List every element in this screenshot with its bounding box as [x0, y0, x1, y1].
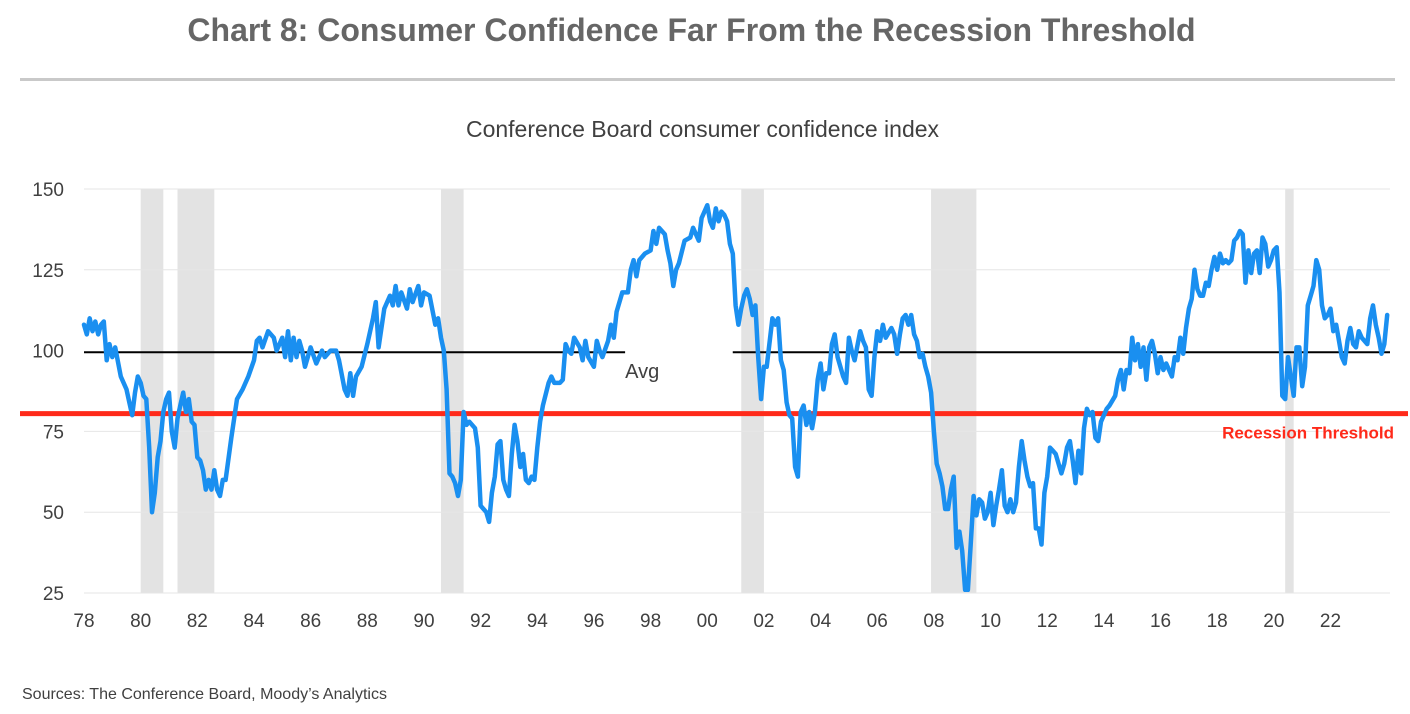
- x-tick-label: 14: [1093, 611, 1115, 632]
- chart-title: Chart 8: Consumer Confidence Far From th…: [187, 12, 1196, 48]
- average-label-gap: [625, 349, 733, 356]
- x-tick-label: 80: [130, 611, 151, 632]
- recession-bands: [140, 189, 1294, 593]
- y-axis-tick-labels: 25 50 75 100 125 150: [32, 180, 64, 605]
- x-tick-label: 92: [470, 611, 491, 632]
- y-tick-label: 150: [32, 180, 64, 201]
- x-tick-label: 12: [1037, 611, 1058, 632]
- y-tick-label: 50: [43, 503, 64, 524]
- x-tick-label: 20: [1263, 611, 1284, 632]
- source-note: Sources: The Conference Board, Moody’s A…: [22, 686, 387, 703]
- average-label: Avg: [625, 361, 659, 383]
- x-tick-label: 16: [1150, 611, 1171, 632]
- x-tick-label: 18: [1207, 611, 1228, 632]
- y-tick-label: 125: [32, 261, 64, 282]
- x-tick-label: 84: [243, 611, 265, 632]
- x-tick-label: 04: [810, 611, 832, 632]
- x-tick-label: 88: [357, 611, 378, 632]
- series-line-consumer-confidence: [81, 202, 1390, 593]
- y-tick-label: 100: [32, 342, 64, 363]
- recession-threshold-label: Recession Threshold: [1222, 424, 1394, 443]
- x-tick-label: 90: [413, 611, 434, 632]
- chart-subtitle: Conference Board consumer confidence ind…: [465, 116, 940, 142]
- series-layer: [81, 202, 1390, 593]
- y-gridlines: [84, 188, 1390, 594]
- y-tick-label: 25: [43, 584, 64, 605]
- x-tick-label: 08: [923, 611, 944, 632]
- x-tick-label: 86: [300, 611, 321, 632]
- x-tick-label: 82: [187, 611, 208, 632]
- x-tick-label: 94: [527, 611, 549, 632]
- recession-band: [140, 189, 164, 593]
- x-tick-label: 06: [867, 611, 888, 632]
- reference-lines: Avg Recession Threshold: [20, 349, 1408, 443]
- title-divider: [20, 78, 1395, 81]
- x-tick-label: 02: [753, 611, 774, 632]
- y-tick-label: 75: [43, 422, 64, 443]
- recession-band: [1285, 189, 1294, 593]
- x-tick-label: 98: [640, 611, 661, 632]
- x-tick-label: 78: [73, 611, 94, 632]
- recession-band: [440, 189, 464, 593]
- x-axis-tick-labels: 78 80 82 84 86 88 90 92 94 96 98 00 02 04 06 08 10 12 14 16…: [73, 611, 1341, 632]
- x-tick-label: 96: [583, 611, 604, 632]
- x-tick-label: 00: [697, 611, 718, 632]
- x-tick-label: 22: [1320, 611, 1341, 632]
- x-tick-label: 10: [980, 611, 1001, 632]
